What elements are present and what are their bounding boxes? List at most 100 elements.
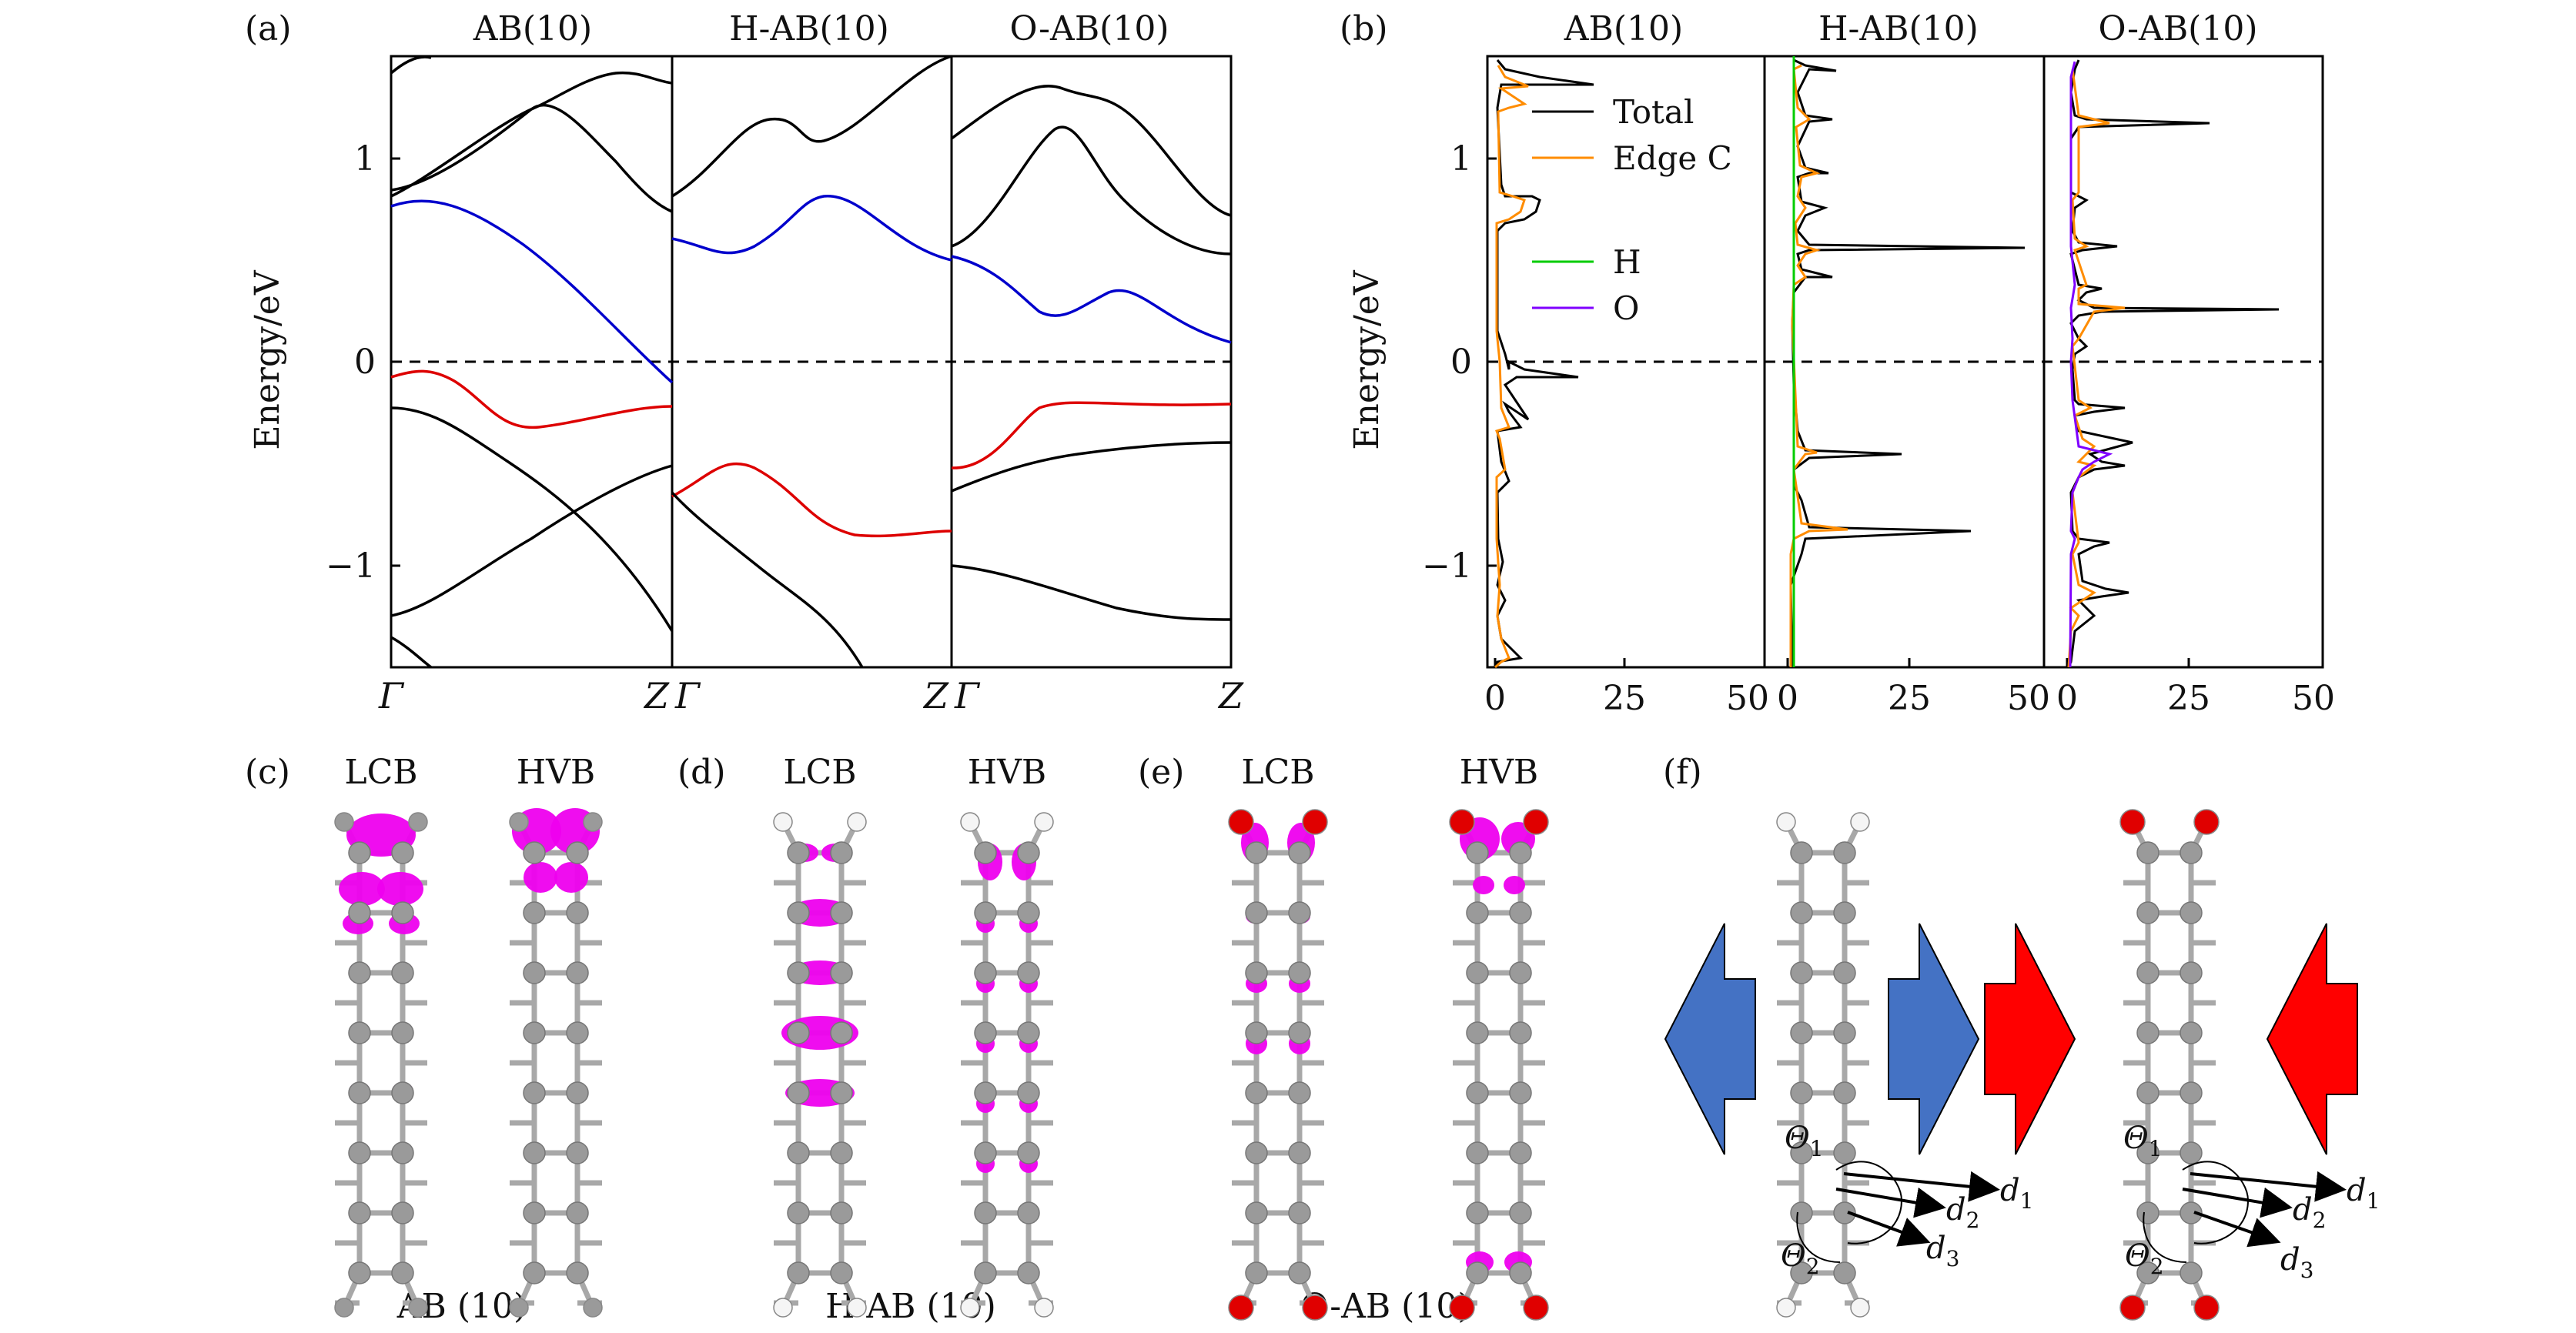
carbon-atom (348, 1261, 371, 1285)
panel-f-h-ab-structure (1776, 812, 1870, 1318)
carbon-atom (2136, 1261, 2159, 1285)
orbital-lobe (554, 862, 588, 893)
carbon-atom (2180, 1261, 2203, 1285)
dos-oab-total (2067, 59, 2280, 668)
kpoint-z-3: Z (1217, 675, 1244, 717)
d1-label-1: d1 (2000, 1173, 2033, 1214)
carbon-atom (391, 1261, 414, 1285)
band-hab-lcb (671, 195, 952, 262)
d2-label-1: d2 (1946, 1192, 1979, 1233)
carbon-atom (787, 901, 810, 924)
panel-e: (e) LCB HVB O-AB (10) (1138, 753, 1549, 1326)
carbon-atom (1509, 1201, 1532, 1224)
dos-oab-oxygen (2069, 61, 2113, 668)
panel-b-title-1: AB(10) (1564, 9, 1683, 48)
carbon-atom (1017, 961, 1040, 984)
panel-b: (b) AB(10) H-AB(10) O-AB(10) Energy/eV 1… (1340, 9, 2335, 718)
panel-d-lcb-title: LCB (783, 753, 856, 792)
orbital-lobe (1504, 876, 1525, 894)
panel-b-ytick-0: 0 (1450, 342, 1472, 382)
carbon-atom (523, 841, 546, 864)
band-ab-lower-3 (390, 636, 433, 669)
band-ab-lcb (390, 199, 674, 384)
carbon-atom (583, 1298, 603, 1318)
xtick-7: 0 (2056, 679, 2078, 718)
carbon-atom (1288, 1141, 1311, 1164)
legend-label-o: O (1613, 289, 1639, 327)
panel-b-title-3: O-AB(10) (2099, 9, 2258, 48)
carbon-atom (2136, 961, 2159, 984)
carbon-atom (348, 961, 371, 984)
carbon-atom (974, 1141, 997, 1164)
carbon-atom (830, 1081, 853, 1104)
panel-e-lcb-structure (1228, 809, 1328, 1321)
hydrogen-atom (1850, 812, 1870, 832)
carbon-atom (566, 1021, 589, 1044)
carbon-atom (2180, 1141, 2203, 1164)
bands-ab (390, 55, 674, 669)
carbon-atom (787, 961, 810, 984)
carbon-atom (830, 901, 853, 924)
carbon-atom (1245, 841, 1268, 864)
dos-h-ab (1789, 56, 2026, 668)
d1-arrow-2 (2190, 1171, 2347, 1202)
carbon-atom (1017, 1021, 1040, 1044)
oxygen-atom (1523, 809, 1549, 835)
carbon-atom (2180, 961, 2203, 984)
carbon-atom (1466, 1201, 1489, 1224)
carbon-atom (830, 961, 853, 984)
band-hab-upper-1 (671, 55, 952, 198)
panel-a-title-3: O-AB(10) (1010, 9, 1169, 48)
dos-oab-edge (2067, 68, 2126, 668)
carbon-atom (1245, 901, 1268, 924)
carbon-atom (2136, 1141, 2159, 1164)
carbon-atom (1833, 1021, 1856, 1044)
panel-e-caption: O-AB (10) (1301, 1287, 1471, 1326)
dos-o-ab (2067, 59, 2280, 668)
carbon-atom (1833, 1201, 1856, 1224)
carbon-atom (1509, 961, 1532, 984)
panel-a-ytick-0: 0 (354, 342, 376, 382)
oxygen-atom (1302, 809, 1328, 835)
carbon-atom (1288, 901, 1311, 924)
dos-hab-edge (1789, 64, 1848, 667)
oxygen-atom (1449, 809, 1475, 835)
carbon-atom (566, 1201, 589, 1224)
carbon-atom (1288, 1201, 1311, 1224)
theta2-arc-2 (2143, 1211, 2187, 1263)
hydrogen-atom (960, 1298, 980, 1318)
carbon-atom (391, 961, 414, 984)
carbon-atom (1790, 1021, 1813, 1044)
orbital-lobe (1473, 876, 1494, 894)
carbon-atom (2180, 1081, 2203, 1104)
hydrogen-atom (1034, 1298, 1054, 1318)
legend-label-edge-c: Edge C (1613, 139, 1732, 177)
carbon-atom (1288, 841, 1311, 864)
carbon-atom (2136, 901, 2159, 924)
carbon-atom (523, 901, 546, 924)
band-ab-upper-2 (390, 71, 673, 198)
carbon-atom (1017, 1081, 1040, 1104)
carbon-atom (1833, 961, 1856, 984)
carbon-atom (1790, 1081, 1813, 1104)
theta1-label-2: Θ1 (2123, 1121, 2163, 1161)
carbon-atom (566, 1081, 589, 1104)
carbon-atom (974, 1261, 997, 1285)
dos-ab-edge (1494, 65, 1529, 669)
theta2-label-2: Θ2 (2125, 1238, 2164, 1279)
carbon-atom (1790, 1141, 1813, 1164)
hydrogen-atom (773, 812, 793, 832)
carbon-atom (787, 1081, 810, 1104)
carbon-atom (566, 841, 589, 864)
carbon-atom (1790, 841, 1813, 864)
carbon-atom (974, 1021, 997, 1044)
panel-f-params-2: Θ1 Θ2 d1 d2 d3 (2123, 1121, 2380, 1283)
hydrogen-atom (847, 812, 867, 832)
panel-d-label: (d) (677, 753, 726, 792)
legend-label-total: Total (1613, 93, 1694, 131)
carbon-atom (1245, 1201, 1268, 1224)
panel-b-ytick-1: 1 (1450, 139, 1472, 179)
band-oab-hvb (951, 401, 1232, 469)
panel-a-label: (a) (245, 9, 292, 48)
